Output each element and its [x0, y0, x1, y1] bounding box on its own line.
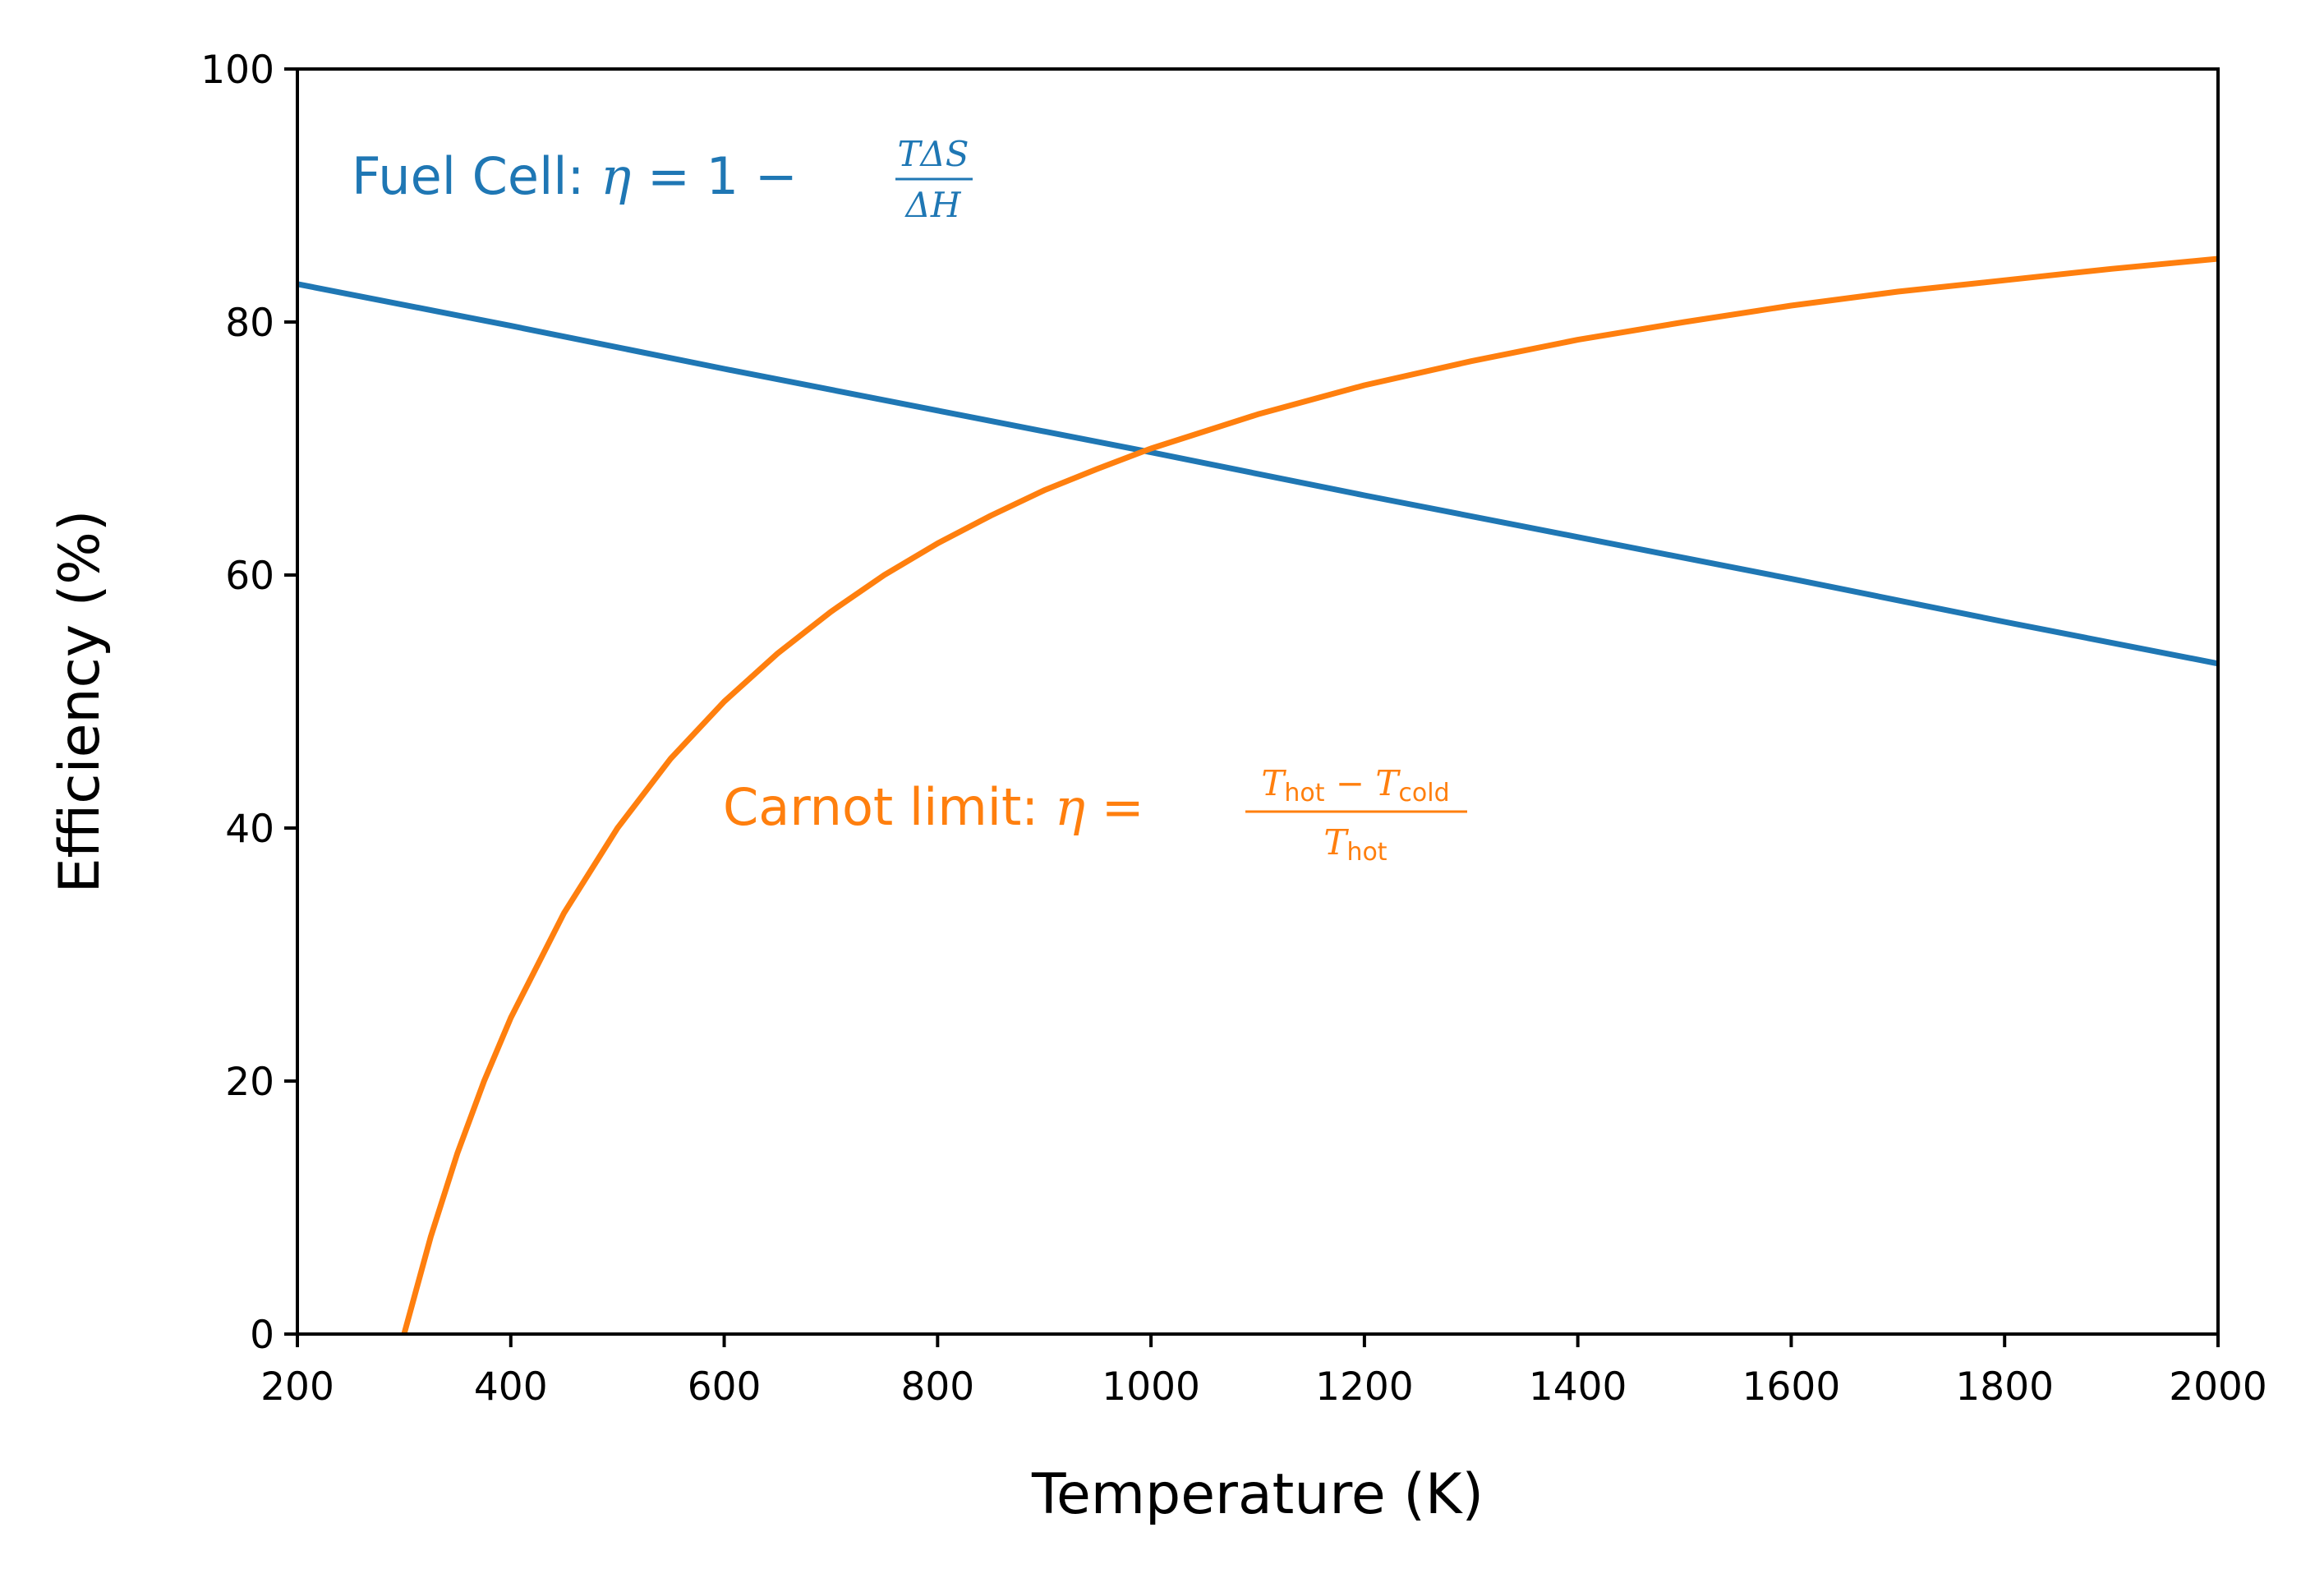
x-axis-ticks: 200 400 600 800 1000 1200 1400 1600 1800 2000 [260, 1334, 2267, 1410]
fuel-cell-eta: η [601, 146, 631, 206]
x-tick-label: 1600 [1742, 1364, 1841, 1410]
x-tick-label: 1000 [1102, 1364, 1200, 1410]
carnot-num-t1: T [1261, 763, 1286, 803]
carnot-equals: = [1085, 777, 1144, 837]
carnot-num-minus: − [1325, 763, 1376, 803]
fuel-cell-annotation: Fuel Cell: η = 1 − TΔS ΔH [352, 134, 973, 225]
x-tick-label: 2000 [2169, 1364, 2267, 1410]
svg-text:Fuel Cell: η = 1 −: Fuel Cell: η = 1 − [352, 146, 798, 206]
carnot-annotation-prefix: Carnot limit: [723, 777, 1055, 837]
carnot-num-cold: cold [1398, 779, 1449, 808]
y-tick-label: 100 [200, 48, 274, 93]
y-axis-ticks: 0 20 40 60 80 100 [200, 48, 297, 1358]
carnot-denominator: Thot [1323, 822, 1387, 867]
y-tick-label: 80 [225, 301, 274, 346]
x-tick-label: 1200 [1315, 1364, 1414, 1410]
carnot-line [401, 255, 2219, 1335]
carnot-eta: η [1055, 777, 1085, 837]
x-axis-label: Temperature (K) [1031, 1462, 1484, 1527]
fuel-cell-minus: − [739, 146, 798, 206]
fuel-cell-numerator: TΔS [897, 134, 969, 174]
fuel-cell-annotation-prefix: Fuel Cell: [352, 146, 601, 206]
carnot-annotation: Carnot limit: η = Thot − Tcold Thot [723, 763, 1467, 867]
carnot-numerator: Thot − Tcold [1261, 763, 1449, 808]
fuel-cell-one: 1 [706, 146, 739, 206]
x-tick-label: 1800 [1955, 1364, 2054, 1410]
fuel-cell-denominator: ΔH [904, 185, 962, 225]
x-tick-label: 600 [688, 1364, 762, 1410]
y-tick-label: 40 [225, 807, 274, 852]
y-tick-label: 0 [250, 1313, 274, 1358]
carnot-num-hot: hot [1284, 779, 1324, 808]
fuel-cell-line [297, 281, 2219, 667]
plot-area [297, 255, 2219, 1335]
carnot-den-t: T [1323, 822, 1349, 863]
plot-frame [296, 67, 2220, 1336]
y-tick-label: 20 [225, 1060, 274, 1105]
x-tick-label: 800 [900, 1364, 974, 1410]
x-tick-label: 1400 [1529, 1364, 1627, 1410]
y-tick-label: 60 [225, 554, 274, 599]
svg-text:Carnot limit: η =: Carnot limit: η = [723, 777, 1144, 837]
y-axis-label: Efficiency (%) [48, 510, 113, 894]
x-tick-label: 400 [474, 1364, 548, 1410]
carnot-num-t2: T [1375, 763, 1401, 803]
fuel-cell-equals: = [631, 146, 706, 206]
x-tick-label: 200 [260, 1364, 334, 1410]
carnot-den-hot: hot [1346, 838, 1387, 867]
